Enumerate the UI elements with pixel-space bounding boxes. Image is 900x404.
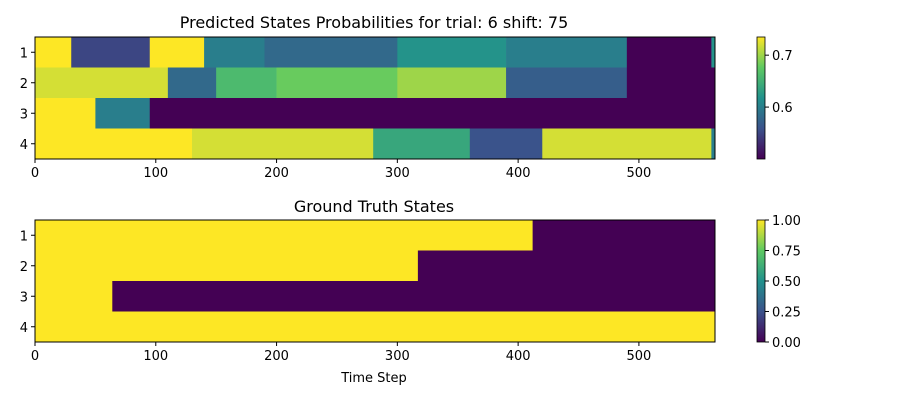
- bottom-colorbar: [756, 219, 766, 343]
- bottom-y-tick-label: 4: [20, 321, 28, 336]
- top-heatmap-cell-r4-s1: [35, 128, 193, 160]
- top-colorbar: [756, 36, 766, 160]
- bottom-heatmap-cell-r3-s2: [112, 281, 716, 312]
- bottom-colorbar-tick-label: 0.50: [772, 275, 801, 290]
- bottom-heatmap-cell-r1-s1: [35, 220, 533, 251]
- top-heatmap-cell-r4-s4: [469, 128, 543, 160]
- top-heatmap-cell-r1-s2: [71, 37, 151, 68]
- top-heatmap-cell-r1-s4: [204, 37, 265, 68]
- top-heatmap-cell-r1-s3: [149, 37, 205, 68]
- bottom-y-tick-label: 2: [20, 260, 28, 275]
- bottom-y-tick-label: 1: [20, 229, 28, 244]
- bottom-y-axis: 1 2 3 4: [20, 229, 35, 336]
- top-heatmap-cell-r2-s6: [506, 67, 628, 99]
- top-heatmap-cell-r2-s5: [397, 67, 507, 99]
- bottom-x-tick-label: 0: [31, 349, 39, 364]
- top-heatmap-cell-r1-s6: [397, 37, 507, 68]
- bottom-colorbar-tick-label: 0.00: [772, 336, 801, 351]
- top-heatmap-cell-r2-s2: [167, 67, 217, 99]
- bottom-colorbar-tick-label: 0.25: [772, 306, 801, 321]
- top-y-axis: 1 2 3 4: [20, 46, 35, 153]
- bottom-heatmap: [35, 220, 716, 343]
- top-chart-title: Predicted States Probabilities for trial…: [180, 13, 569, 32]
- top-x-tick-label: 100: [143, 166, 168, 181]
- bottom-plot-frame: [34, 219, 716, 343]
- top-y-tick-label: 1: [20, 46, 28, 61]
- bottom-colorbar-tick-label: 1.00: [772, 214, 801, 229]
- top-heatmap-cell-r3-s3: [149, 98, 716, 129]
- bottom-x-tick-label: 100: [143, 349, 168, 364]
- bottom-y-tick-label: 3: [20, 290, 28, 305]
- bottom-x-axis: 0 100 200 300 400 500: [31, 342, 651, 364]
- top-heatmap-cell-r2-s7: [626, 67, 716, 99]
- bottom-x-tick-label: 400: [506, 349, 531, 364]
- bottom-colorbar-tick-label: 0.75: [772, 245, 801, 260]
- top-plot-frame: [34, 36, 716, 160]
- top-heatmap-cell-r1-s5: [264, 37, 398, 68]
- top-heatmap: [35, 37, 716, 160]
- top-x-tick-label: 500: [626, 166, 651, 181]
- top-colorbar-tick-label: 0.6: [772, 101, 793, 116]
- top-y-tick-label: 4: [20, 138, 28, 153]
- top-colorbar-tick-label: 0.7: [772, 49, 793, 64]
- bottom-colorbar-ticks: 0.00 0.25 0.50 0.75 1.00: [765, 214, 801, 351]
- bottom-heatmap-cell-r2-s1: [35, 250, 419, 282]
- bottom-heatmap-cell-r3-s1: [35, 281, 113, 312]
- top-y-tick-label: 3: [20, 107, 28, 122]
- bottom-x-tick-label: 300: [385, 349, 410, 364]
- top-heatmap-cell-r1-s7: [506, 37, 628, 68]
- bottom-heatmap-cell-r4-s1: [35, 311, 716, 343]
- top-heatmap-cell-r1-s10: [711, 37, 716, 68]
- bottom-chart-title: Ground Truth States: [294, 197, 454, 216]
- top-heatmap-cell-r4-s5: [542, 128, 712, 160]
- top-x-axis: 0 100 200 300 400 500: [31, 159, 651, 181]
- top-heatmap-cell-r4-s6: [711, 128, 716, 160]
- top-colorbar-ticks: 0.6 0.7: [765, 49, 793, 116]
- bottom-x-tick-label: 200: [264, 349, 289, 364]
- top-heatmap-cell-r4-s3: [373, 128, 471, 160]
- top-heatmap-cell-r3-s2: [95, 98, 151, 129]
- bottom-x-axis-label: Time Step: [340, 371, 407, 386]
- top-heatmap-cell-r2-s3: [216, 67, 277, 99]
- top-x-tick-label: 400: [506, 166, 531, 181]
- bottom-heatmap-cell-r1-s2: [532, 220, 716, 251]
- bottom-x-tick-label: 500: [626, 349, 651, 364]
- bottom-heatmap-cell-r2-s2: [417, 250, 716, 282]
- top-y-tick-label: 2: [20, 77, 28, 92]
- top-heatmap-cell-r1-s9: [626, 37, 712, 68]
- top-heatmap-cell-r2-s4: [276, 67, 398, 99]
- top-x-tick-label: 0: [31, 166, 39, 181]
- top-heatmap-cell-r2-s1: [35, 67, 169, 99]
- top-heatmap-cell-r4-s2: [192, 128, 374, 160]
- top-x-tick-label: 200: [264, 166, 289, 181]
- top-heatmap-cell-r3-s1: [35, 98, 96, 129]
- top-heatmap-cell-r1-s1: [35, 37, 72, 68]
- top-x-tick-label: 300: [385, 166, 410, 181]
